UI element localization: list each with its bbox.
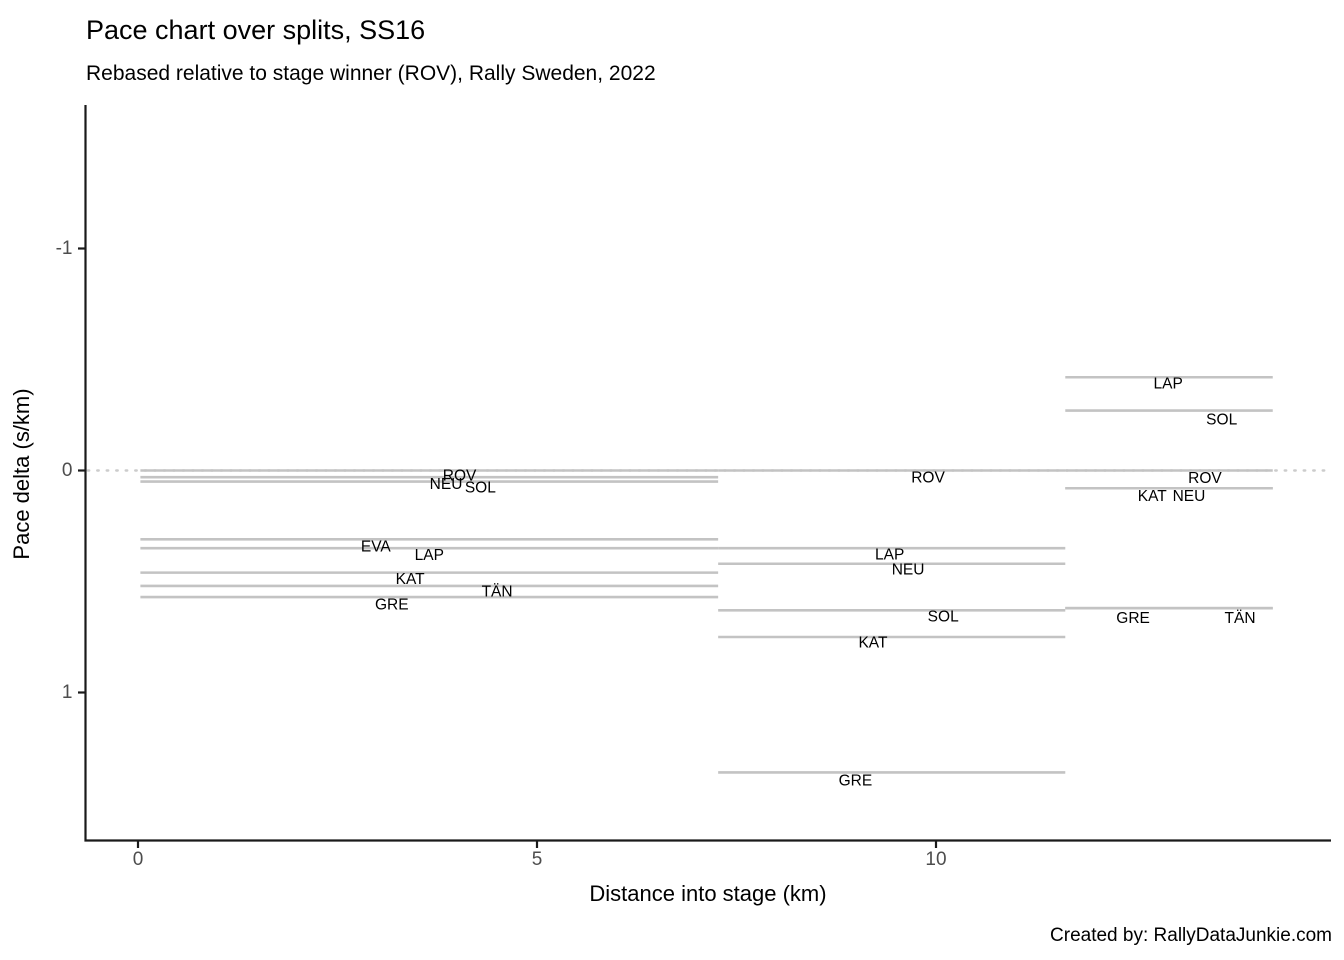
driver-label-ROV-0: ROV <box>443 468 477 485</box>
driver-label-TÄN-20: TÄN <box>1225 610 1256 627</box>
driver-label-KAT-17: KAT <box>1138 488 1168 505</box>
chart-subtitle: Rebased relative to stage winner (ROV), … <box>86 62 656 85</box>
driver-label-EVA-3: EVA <box>361 539 392 556</box>
driver-label-ROV-8: ROV <box>911 470 945 487</box>
driver-label-GRE-13: GRE <box>839 772 873 789</box>
x-tick-label-0: 0 <box>133 849 144 870</box>
y-tick-label-1: 1 <box>62 682 73 703</box>
driver-label-ROV-16: ROV <box>1188 470 1222 487</box>
driver-label-LAP-4: LAP <box>415 547 444 564</box>
driver-label-GRE-7: GRE <box>375 596 409 613</box>
driver-label-SOL-2: SOL <box>465 480 496 497</box>
driver-label-TÄN-6: TÄN <box>482 583 513 600</box>
caption: Created by: RallyDataJunkie.com <box>1050 925 1332 946</box>
x-tick-label-5: 5 <box>532 849 543 870</box>
driver-label-NEU-18: NEU <box>1173 488 1206 505</box>
driver-label-KAT-5: KAT <box>396 571 426 588</box>
chart-title: Pace chart over splits, SS16 <box>86 15 425 45</box>
driver-label-NEU-10: NEU <box>892 561 925 578</box>
x-axis-title: Distance into stage (km) <box>589 881 826 906</box>
driver-label-LAP-9: LAP <box>875 546 904 563</box>
driver-label-KAT-12: KAT <box>858 635 888 652</box>
driver-label-NEU-1: NEU <box>430 476 463 493</box>
driver-label-SOL-15: SOL <box>1206 411 1237 428</box>
driver-label-LAP-14: LAP <box>1154 375 1183 392</box>
y-axis-title: Pace delta (s/km) <box>9 388 34 559</box>
driver-label-SOL-11: SOL <box>928 609 959 626</box>
axis-lines <box>84 105 1331 842</box>
y-tick-label-0: 0 <box>62 460 73 481</box>
y-tick-label--1: -1 <box>56 238 73 259</box>
driver-label-GRE-19: GRE <box>1116 610 1150 627</box>
x-tick-label-10: 10 <box>925 849 946 870</box>
